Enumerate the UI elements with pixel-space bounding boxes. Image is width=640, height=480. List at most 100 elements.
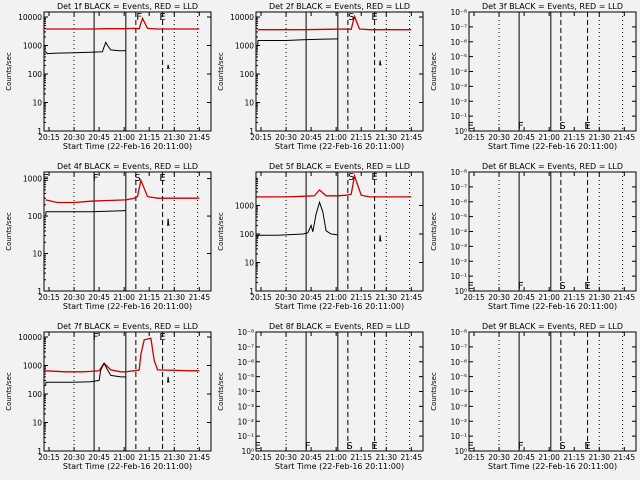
y-tick-label: 100: [240, 70, 255, 79]
y-tick-label: 10⁰: [454, 127, 467, 136]
y-tick-label: 10⁻⁷: [237, 343, 254, 352]
panel-title: Det 4f BLACK = Events, RED = LLD: [57, 162, 198, 171]
panel-title: Det 2f BLACK = Events, RED = LLD: [269, 2, 410, 11]
y-tick-label: 10⁻⁶: [237, 358, 254, 367]
x-tick-label: 21:45: [613, 133, 635, 142]
x-tick-label: 20:15: [38, 293, 60, 302]
x-tick-label: 21:00: [538, 453, 560, 462]
y-tick-label: 10⁻⁸: [450, 168, 467, 177]
y-axis-label: Counts/sec: [217, 212, 225, 251]
events-rate-line: [167, 64, 170, 70]
panel-title: Det 1f BLACK = Events, RED = LLD: [57, 2, 198, 11]
panel-title: Det 3f BLACK = Events, RED = LLD: [482, 2, 623, 11]
phase-marker: E: [371, 12, 377, 23]
events-rate-line: [379, 60, 382, 66]
y-tick-label: 1000: [23, 175, 42, 184]
events-rate-line: [45, 41, 126, 55]
x-tick-label: 21:15: [138, 453, 160, 462]
phase-marker: F: [518, 441, 524, 452]
y-axis-label: Counts/sec: [5, 372, 13, 411]
x-tick-label: 21:00: [325, 453, 347, 462]
phase-marker: S: [348, 172, 354, 183]
phase-marker: F: [136, 12, 142, 23]
y-tick-label: 10⁻⁷: [450, 343, 467, 352]
y-tick-label: 10⁻²: [450, 257, 467, 266]
plot-frame: [468, 11, 637, 132]
x-tick-label: 20:15: [463, 293, 485, 302]
plot-frame: [255, 331, 424, 452]
x-axis-label: Start Time (22-Feb-16 20:11:00): [488, 142, 617, 151]
x-tick-label: 20:15: [463, 133, 485, 142]
x-tick-label: 20:45: [300, 133, 322, 142]
x-tick-label: 21:15: [563, 133, 585, 142]
x-tick-label: 21:15: [563, 293, 585, 302]
y-tick-label: 10: [244, 99, 254, 108]
phase-marker: S: [559, 121, 565, 132]
phase-marker: E: [584, 281, 590, 292]
plot-frame: [468, 171, 637, 292]
phase-marker: E: [159, 173, 165, 184]
y-tick-label: 10⁻³: [450, 402, 467, 411]
y-tick-label: 10⁻⁵: [450, 53, 467, 62]
y-tick-label: 10⁻¹: [450, 112, 467, 121]
x-tick-label: 21:15: [138, 293, 160, 302]
y-tick-label: 10000: [18, 13, 42, 22]
phase-marker: S: [346, 441, 352, 452]
y-tick-label: 100: [28, 212, 43, 221]
y-tick-label: 10⁻⁴: [237, 388, 254, 397]
panel-title: Det 9f BLACK = Events, RED = LLD: [482, 322, 623, 331]
x-tick-label: 21:30: [163, 453, 185, 462]
plot-frame: [255, 171, 424, 292]
x-tick-label: 20:30: [488, 453, 510, 462]
y-tick-label: 10⁻⁴: [450, 68, 467, 77]
y-axis-label: Counts/sec: [430, 212, 438, 251]
phase-marker: F: [305, 441, 311, 452]
x-tick-label: 21:30: [588, 133, 610, 142]
events-rate-line: [379, 235, 382, 242]
y-tick-label: 10⁻³: [450, 242, 467, 251]
y-tick-label: 10⁻⁵: [450, 373, 467, 382]
y-tick-label: 1: [249, 127, 254, 136]
panel-title: Det 7f BLACK = Events, RED = LLD: [57, 322, 198, 331]
plot-frame: [43, 171, 212, 292]
plot-frame: [43, 11, 212, 132]
y-axis-label: Counts/sec: [430, 372, 438, 411]
x-tick-label: 20:45: [300, 293, 322, 302]
panel-det-4: Det 4f BLACK = Events, RED = LLD 20:15 20:…: [5, 162, 212, 311]
x-axis-label: Start Time (22-Feb-16 20:11:00): [488, 462, 617, 471]
y-tick-label: 100: [240, 230, 255, 239]
x-axis-label: Start Time (22-Feb-16 20:11:00): [488, 302, 617, 311]
y-tick-label: 10⁰: [454, 447, 467, 456]
x-tick-label: 20:45: [88, 453, 110, 462]
events-rate-line: [45, 210, 126, 217]
x-axis-label: Start Time (22-Feb-16 20:11:00): [63, 302, 192, 311]
y-tick-label: 10⁻¹: [450, 432, 467, 441]
y-tick-label: 1000: [23, 362, 42, 371]
y-axis-label: Counts/sec: [217, 52, 225, 91]
x-tick-label: 21:45: [188, 133, 210, 142]
x-tick-label: 20:45: [88, 293, 110, 302]
x-axis-label: Start Time (22-Feb-16 20:11:00): [63, 142, 192, 151]
y-tick-label: 10: [32, 250, 42, 259]
y-axis-label: Counts/sec: [5, 212, 13, 251]
panel-title: Det 5f BLACK = Events, RED = LLD: [269, 162, 410, 171]
phase-marker: F: [518, 281, 524, 292]
y-tick-label: 1000: [235, 202, 254, 211]
y-tick-label: 10⁰: [241, 447, 254, 456]
x-tick-label: 20:15: [38, 133, 60, 142]
x-tick-label: 21:45: [188, 453, 210, 462]
y-tick-label: 1: [249, 287, 254, 296]
x-tick-label: 21:00: [113, 293, 135, 302]
y-tick-label: 1: [37, 127, 42, 136]
phase-marker: F: [93, 173, 99, 184]
y-tick-label: 10⁻⁷: [450, 183, 467, 192]
y-tick-label: 10⁻⁸: [450, 328, 467, 337]
x-tick-label: 21:30: [163, 293, 185, 302]
